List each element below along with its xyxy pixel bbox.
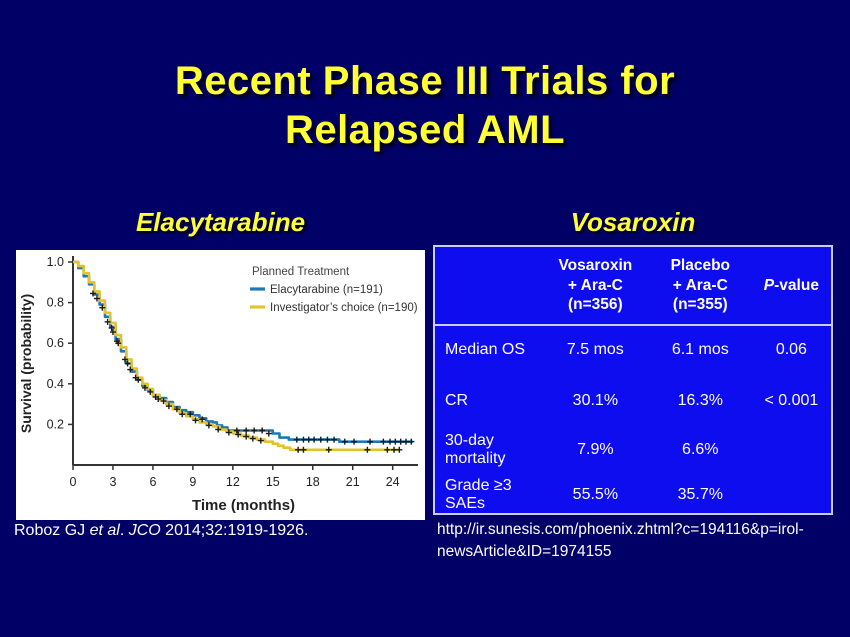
legend-entry-0: Elacytarabine (n=191): [270, 284, 383, 296]
citation-sunesis-url: http://ir.sunesis.com/phoenix.zhtml?c=19…: [437, 519, 837, 564]
citation-roboz: Roboz GJ et al. JCO 2014;32:1919-1926.: [14, 522, 424, 540]
citation-roboz-part1: Roboz GJ: [14, 522, 90, 539]
svg-text:0: 0: [70, 475, 77, 489]
chart-legend: Planned Treatment Elacytarabine (n=191) In…: [250, 266, 418, 314]
table-header-empty-cell: [435, 247, 542, 326]
svg-text:15: 15: [266, 475, 280, 489]
row-label-cr: CR: [445, 391, 469, 409]
table-header-vosaroxin-arac: Vosaroxin + Ara-C (n=356): [541, 247, 649, 326]
citation-roboz-part3: 2014;32:1919-1926.: [160, 522, 309, 539]
svg-text:0.8: 0.8: [47, 296, 64, 310]
slide-title-line2: Relapsed AML: [284, 107, 566, 152]
citation-etal-italic: et al: [89, 522, 120, 539]
saes-placebo: 35.7%: [677, 485, 723, 503]
table-row-grade3-saes: Grade ≥3 SAEs 55.5% 35.7%: [435, 473, 831, 517]
km-survival-chart: 0 3 6 9 12 15 18 21 24 0.2 0.4 0.6 0.8 1.0 Time (month…: [18, 255, 418, 514]
slide-title-line1: Recent Phase III Trials for: [174, 59, 676, 103]
heading-vosaroxin: Vosaroxin: [570, 207, 696, 237]
svg-text:0.2: 0.2: [47, 417, 64, 431]
svg-text:24: 24: [386, 475, 400, 489]
km-survival-chart-panel: 0 3 6 9 12 15 18 21 24 0.2 0.4 0.6 0.8 1.0 Time (month…: [16, 250, 425, 520]
svg-text:18: 18: [306, 475, 320, 489]
y-axis-label: Survival (probability): [18, 294, 34, 433]
table-header-row: Vosaroxin + Ara-C (n=356) Placebo + Ara-…: [435, 247, 831, 326]
row-label-grade3-saes: Grade ≥3 SAEs: [445, 476, 512, 512]
heading-elacytarabine: Elacytarabine: [135, 207, 306, 237]
legend-entry-1: Investigator’s choice (n=190): [270, 302, 418, 314]
chart-axes: 0 3 6 9 12 15 18 21 24 0.2 0.4 0.6 0.8 1.0 Time (month…: [18, 255, 418, 514]
svg-text:3: 3: [109, 475, 116, 489]
citation-url-line2: newsArticle&ID=1974155: [437, 543, 612, 561]
table-row-cr: CR 30.1% 16.3% < 0.001: [435, 375, 831, 427]
vosaroxin-results-table: Vosaroxin + Ara-C (n=356) Placebo + Ara-…: [433, 245, 833, 515]
svg-text:Planned Treatment: Planned Treatment: [252, 266, 350, 278]
mortality-placebo: 6.6%: [682, 440, 719, 458]
median-os-vosaroxin: 7.5 mos: [566, 341, 624, 359]
svg-text:0.4: 0.4: [47, 377, 64, 391]
saes-vosaroxin: 55.5%: [572, 485, 619, 503]
citation-roboz-part2: .: [119, 522, 129, 539]
table-header-placebo-arac: Placebo + Ara-C (n=355): [648, 247, 752, 326]
cr-pvalue: < 0.001: [764, 391, 819, 409]
svg-text:9: 9: [189, 475, 196, 489]
table-row-30day-mortality: 30-day mortality 7.9% 6.6%: [435, 427, 831, 473]
svg-text:21: 21: [346, 475, 360, 489]
pvalue-rest: -value: [774, 276, 819, 294]
row-label-30day-mortality: 30-day mortality: [445, 431, 506, 467]
cr-vosaroxin: 30.1%: [572, 391, 619, 409]
citation-jco-italic: JCO: [128, 522, 161, 539]
censor-marks: [89, 290, 415, 453]
svg-text:0.6: 0.6: [47, 336, 64, 350]
cr-placebo: 16.3%: [677, 391, 723, 409]
svg-text:6: 6: [149, 475, 156, 489]
mortality-vosaroxin: 7.9%: [577, 440, 614, 458]
svg-text:1.0: 1.0: [47, 255, 64, 269]
mortality-pvalue: [752, 427, 831, 473]
median-os-pvalue: 0.06: [775, 341, 807, 359]
slide-title: Recent Phase III Trials for Relapsed AML: [0, 57, 850, 155]
table-header-pvalue: P-value: [751, 247, 831, 326]
chart-series-lines: [73, 260, 413, 452]
series-line-1: [73, 260, 400, 452]
median-os-placebo: 6.1 mos: [671, 341, 729, 359]
pvalue-p-italic: P: [763, 276, 775, 294]
svg-text:12: 12: [226, 475, 240, 489]
x-axis-label: Time (months): [192, 497, 295, 514]
saes-pvalue: [752, 473, 831, 517]
citation-url-line1: http://ir.sunesis.com/phoenix.zhtml?c=19…: [437, 521, 804, 538]
row-label-median-os: Median OS: [445, 341, 526, 359]
table-row-median-os: Median OS 7.5 mos 6.1 mos 0.06: [435, 325, 831, 375]
